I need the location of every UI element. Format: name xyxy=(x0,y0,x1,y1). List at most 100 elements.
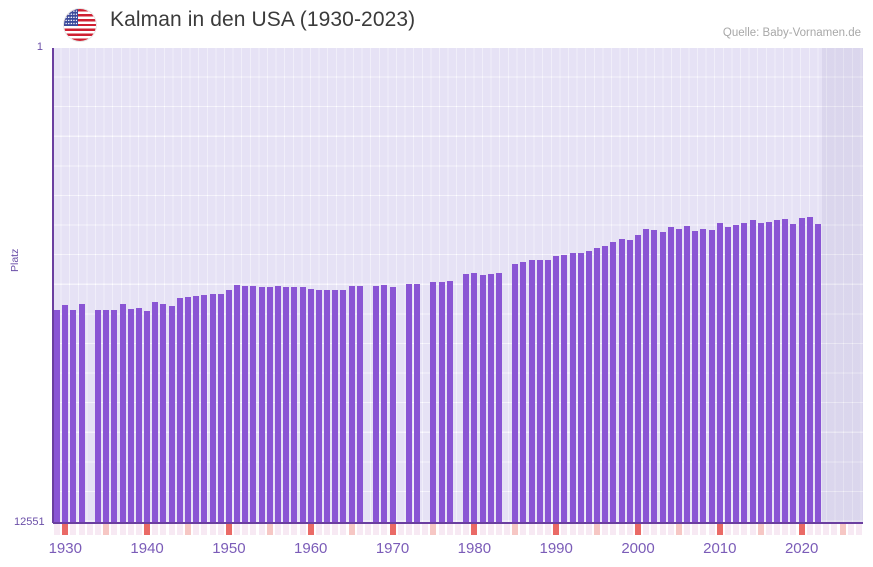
x-tick-2026 xyxy=(847,524,854,535)
x-tick-2003 xyxy=(659,524,666,535)
x-tick-2006 xyxy=(684,524,691,535)
x-tick-1934 xyxy=(94,524,102,535)
bar-1977 xyxy=(446,281,453,522)
x-tick-1981 xyxy=(479,524,486,535)
bar-1964 xyxy=(340,290,347,522)
x-tick-1995 xyxy=(594,524,601,535)
x-axis-label-2000: 2000 xyxy=(621,540,655,557)
x-tick-2025 xyxy=(839,524,846,535)
bar-1937 xyxy=(119,304,126,522)
bar-1989 xyxy=(544,260,552,522)
x-tick-2002 xyxy=(651,524,658,535)
x-tick-2001 xyxy=(643,524,650,535)
x-tick-2020 xyxy=(798,524,805,535)
x-tick-1970 xyxy=(389,524,396,535)
x-tick-2013 xyxy=(741,524,748,535)
x-tick-1991 xyxy=(561,524,568,535)
x-tick-1965 xyxy=(348,524,355,535)
bar-2022 xyxy=(814,224,822,522)
x-tick-1956 xyxy=(274,524,282,535)
x-tick-2023 xyxy=(823,524,830,535)
x-tick-2017 xyxy=(774,524,781,535)
bar-1940 xyxy=(144,311,151,522)
bar-1979 xyxy=(463,274,470,522)
bar-1973 xyxy=(414,284,421,522)
x-tick-1932 xyxy=(78,524,85,535)
x-tick-1984 xyxy=(504,524,511,535)
x-tick-1955 xyxy=(266,524,273,535)
bar-1982 xyxy=(487,274,494,522)
bar-2002 xyxy=(651,230,658,522)
bar-2008 xyxy=(700,229,707,522)
x-tick-1975 xyxy=(430,524,437,535)
bar-1935 xyxy=(103,310,110,522)
x-tick-1954 xyxy=(258,524,265,535)
chart-header: Kalman in den USA (1930-2023) Quelle: Ba… xyxy=(0,0,873,48)
x-tick-1938 xyxy=(127,524,134,535)
bar-1968 xyxy=(373,286,380,522)
x-tick-1959 xyxy=(299,524,306,535)
x-tick-1978 xyxy=(454,524,462,535)
x-axis-label-1970: 1970 xyxy=(375,540,410,557)
x-axis-label-1990: 1990 xyxy=(539,540,573,557)
bar-1941 xyxy=(152,302,159,522)
x-tick-2004 xyxy=(667,524,674,535)
bar-1966 xyxy=(356,286,363,522)
x-tick-2014 xyxy=(749,524,756,535)
x-tick-1931 xyxy=(70,524,77,535)
bar-1972 xyxy=(405,284,412,522)
bar-1949 xyxy=(217,294,224,522)
x-tick-1930 xyxy=(62,524,69,535)
bar-2020 xyxy=(798,218,805,522)
x-tick-1957 xyxy=(283,524,290,535)
bar-1944 xyxy=(176,298,183,522)
x-tick-1960 xyxy=(307,524,314,535)
x-tick-2024 xyxy=(831,524,838,535)
bar-1969 xyxy=(381,285,388,522)
x-tick-1943 xyxy=(168,524,175,535)
bar-1993 xyxy=(577,253,584,522)
bar-1934 xyxy=(94,310,102,522)
x-tick-2022 xyxy=(814,524,822,535)
x-axis-label-1950: 1950 xyxy=(212,540,246,557)
y-axis-bottom-label: 12551 xyxy=(14,516,45,528)
bar-1958 xyxy=(291,287,298,522)
bar-1994 xyxy=(585,251,592,522)
bar-2012 xyxy=(733,225,740,522)
bar-1970 xyxy=(389,287,396,522)
x-tick-1986 xyxy=(520,524,527,535)
x-tick-1974 xyxy=(422,524,429,535)
bar-2015 xyxy=(757,223,764,522)
x-tick-1989 xyxy=(544,524,552,535)
x-tick-2011 xyxy=(724,524,732,535)
x-tick-1971 xyxy=(397,524,404,535)
x-tick-1936 xyxy=(111,524,118,535)
x-tick-1987 xyxy=(528,524,535,535)
bar-1998 xyxy=(618,239,625,522)
bar-1953 xyxy=(250,286,257,522)
bar-1992 xyxy=(569,253,576,522)
x-tick-1933 xyxy=(86,524,93,535)
plot-area xyxy=(53,48,863,522)
bar-1997 xyxy=(610,242,617,522)
x-tick-1997 xyxy=(610,524,617,535)
bar-2007 xyxy=(692,231,699,522)
x-tick-1998 xyxy=(618,524,625,535)
x-tick-2007 xyxy=(692,524,699,535)
bar-1955 xyxy=(266,287,273,522)
x-tick-1966 xyxy=(356,524,363,535)
bar-1951 xyxy=(234,285,241,522)
x-tick-1946 xyxy=(193,524,200,535)
bar-1991 xyxy=(561,255,568,522)
x-tick-1993 xyxy=(577,524,584,535)
x-axis-labels: 1930 1940 1950 1960 1970 1980 1990 2000 2010 2020 xyxy=(49,540,863,564)
bar-1950 xyxy=(225,290,232,522)
x-tick-1969 xyxy=(381,524,388,535)
y-axis-title: Platz xyxy=(9,248,21,272)
x-tick-1935 xyxy=(103,524,110,535)
bar-2016 xyxy=(765,222,772,522)
x-axis-tick-markers xyxy=(53,524,863,536)
bar-1952 xyxy=(242,286,249,522)
bar-1983 xyxy=(495,273,502,522)
x-axis-label-1940: 1940 xyxy=(130,540,164,557)
